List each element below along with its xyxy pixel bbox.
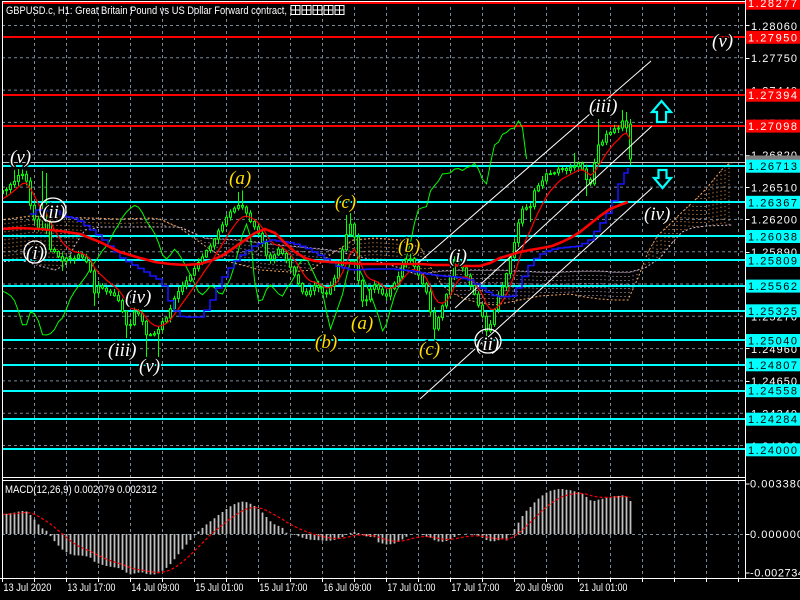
svg-text:1.24807: 1.24807 [748,360,797,372]
svg-text:1.24000: 1.24000 [748,445,797,457]
svg-text:1.27950: 1.27950 [748,32,797,44]
svg-text:20 Jul 09:00: 20 Jul 09:00 [515,582,563,594]
svg-text:1.25325: 1.25325 [748,306,797,318]
svg-text:0.000000: 0.000000 [750,529,800,541]
svg-text:16 Jul 09:00: 16 Jul 09:00 [323,582,371,594]
svg-text:(iii): (iii) [589,96,618,117]
svg-text:1.25562: 1.25562 [748,281,797,293]
svg-text:1.27750: 1.27750 [751,53,797,65]
svg-text:1.26510: 1.26510 [751,182,797,194]
svg-text:(a): (a) [351,313,373,334]
svg-text:(c): (c) [419,339,440,360]
svg-text:(b): (b) [315,332,337,353]
svg-text:(iv): (iv) [644,204,670,225]
svg-text:1.27394: 1.27394 [748,90,797,102]
svg-text:14 Jul 09:00: 14 Jul 09:00 [131,582,179,594]
svg-text:1.28277: 1.28277 [748,0,797,10]
svg-text:(ii): (ii) [476,334,499,355]
svg-text:15 Jul 17:00: 15 Jul 17:00 [259,582,307,594]
svg-text:-0.002734: -0.002734 [750,568,800,580]
svg-text:1.28060: 1.28060 [751,21,797,33]
svg-text:1.24558: 1.24558 [748,386,797,398]
svg-text:(a): (a) [229,168,251,189]
svg-text:15 Jul 01:00: 15 Jul 01:00 [195,582,243,594]
svg-text:0.003380: 0.003380 [750,479,800,491]
svg-text:21 Jul 01:00: 21 Jul 01:00 [579,582,627,594]
svg-text:1.26367: 1.26367 [748,197,797,209]
svg-text:1.26713: 1.26713 [748,161,797,173]
svg-text:MACD(12,26,9) 0.002079 0.00231: MACD(12,26,9) 0.002079 0.002312 [5,484,157,496]
svg-text:(i): (i) [26,243,44,264]
svg-text:(v): (v) [139,356,160,377]
svg-text:(iv): (iv) [125,287,151,308]
svg-text:GBPUSD.c, H1: Great Britain P: GBPUSD.c, H1: Great Britain Pound vs US … [6,5,287,17]
svg-text:(ii): (ii) [42,202,65,223]
svg-text:(v): (v) [10,147,31,168]
svg-text:1.24284: 1.24284 [748,414,797,426]
svg-text:17 Jul 17:00: 17 Jul 17:00 [451,582,499,594]
svg-text:13 Jul 17:00: 13 Jul 17:00 [67,582,115,594]
svg-text:13 Jul 2020: 13 Jul 2020 [3,582,51,594]
svg-text:(c): (c) [335,192,356,213]
svg-text:17 Jul 01:00: 17 Jul 01:00 [387,582,435,594]
svg-text:1.25040: 1.25040 [748,336,797,348]
svg-text:1.27098: 1.27098 [748,121,797,133]
svg-text:(v): (v) [712,31,733,52]
svg-text:1.26038: 1.26038 [748,232,797,244]
svg-text:1.26200: 1.26200 [751,215,797,227]
svg-text:(i): (i) [449,246,467,267]
svg-text:(iii): (iii) [108,340,137,361]
svg-text:(b): (b) [398,236,420,257]
svg-text:1.25809: 1.25809 [748,255,797,267]
